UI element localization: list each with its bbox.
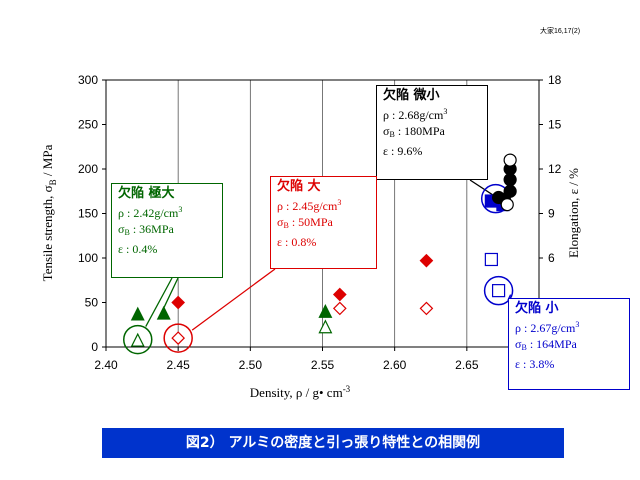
callout-elongation: ε : 3.8% <box>515 357 555 371</box>
x-tick-label: 2.60 <box>383 358 407 372</box>
y-left-tick-label: 150 <box>78 207 98 221</box>
callout-density: ρ : 2.68g/cm3 <box>383 107 448 122</box>
y-left-tick-label: 250 <box>78 118 98 132</box>
data-point-diamond-open <box>171 331 186 345</box>
y-right-tick-label: 12 <box>548 162 562 176</box>
callout-title: 欠陥 微小 <box>383 88 440 103</box>
callout-density: ρ : 2.45g/cm3 <box>277 198 342 213</box>
data-point-diamond-open <box>419 301 434 316</box>
callout-defect-small: 欠陥 微小 ρ : 2.68g/cm3 σB : 180MPa ε : 9.6% <box>376 85 488 180</box>
data-point-diamond-filled <box>171 295 186 310</box>
callout-density: ρ : 2.42g/cm3 <box>118 205 183 220</box>
reference-code: 大家16,17(2) <box>540 28 581 35</box>
callout-pointer <box>163 277 179 309</box>
data-point-triangle-filled <box>130 306 145 321</box>
highlight-circle <box>163 323 193 353</box>
callout-title: 欠陥 大 <box>277 179 321 194</box>
y-left-tick-label: 50 <box>85 296 99 310</box>
x-tick-label: 2.65 <box>455 358 479 372</box>
data-point-square-open <box>484 252 498 267</box>
y-axis-label-right: Elongation, ε / % <box>566 168 581 258</box>
highlight-circle <box>483 275 514 306</box>
data-point-circle-open <box>500 198 514 212</box>
y-right-tick-label: 6 <box>548 251 555 265</box>
y-left-tick-label: 200 <box>78 162 98 176</box>
data-point-triangle-open <box>130 332 145 347</box>
data-point-triangle-open <box>318 319 333 334</box>
data-point-diamond-open <box>332 301 347 316</box>
x-tick-label: 2.40 <box>94 358 118 372</box>
data-point-square-open <box>491 284 506 298</box>
callout-elongation: ε : 9.6% <box>383 144 423 158</box>
callout-elongation: ε : 0.4% <box>118 242 158 256</box>
data-point-triangle-filled <box>318 303 333 318</box>
data-point-diamond-filled <box>419 253 434 268</box>
data-point-circle-filled <box>491 190 506 205</box>
callout-strength: σB : 164MPa <box>515 337 577 352</box>
callout-elongation: ε : 0.8% <box>277 235 317 249</box>
x-tick-label: 2.45 <box>166 358 190 372</box>
y-right-tick-label: 18 <box>548 73 562 87</box>
y-left-tick-label: 300 <box>78 73 98 87</box>
y-right-tick-label: 9 <box>548 207 555 221</box>
callout-strength: σB : 180MPa <box>383 124 445 139</box>
callout-defect-very-large: 欠陥 極大 ρ : 2.42g/cm3 σB : 36MPa ε : 0.4% <box>111 183 223 278</box>
x-tick-label: 2.50 <box>239 358 263 372</box>
highlight-circle <box>123 324 153 355</box>
y-left-tick-label: 0 <box>91 340 98 354</box>
callout-title: 欠陥 極大 <box>118 186 175 201</box>
callout-defect-minor: 欠陥 小 ρ : 2.67g/cm3 σB : 164MPa ε : 3.8% <box>508 298 630 390</box>
data-point-circle-open <box>503 153 517 167</box>
x-tick-label: 2.55 <box>311 358 335 372</box>
data-point-diamond-filled <box>332 287 347 302</box>
callout-density: ρ : 2.67g/cm3 <box>515 320 580 335</box>
callout-pointer <box>191 268 276 331</box>
callout-title: 欠陥 小 <box>515 301 559 316</box>
y-right-tick-label: 15 <box>548 118 562 132</box>
data-point-triangle-filled <box>156 305 171 320</box>
callout-defect-large: 欠陥 大 ρ : 2.45g/cm3 σB : 50MPa ε : 0.8% <box>270 176 377 269</box>
figure-caption: 図2） アルミの密度と引っ張り特性との相関例 <box>102 428 564 458</box>
y-axis-label-left: Tensile strength, σB / MPa <box>40 144 58 281</box>
y-left-tick-label: 100 <box>78 251 98 265</box>
callout-pointer <box>145 277 173 327</box>
callout-strength: σB : 50MPa <box>277 215 333 230</box>
callout-strength: σB : 36MPa <box>118 222 174 237</box>
x-axis-label: Density, ρ / g• cm-3 <box>250 384 351 400</box>
